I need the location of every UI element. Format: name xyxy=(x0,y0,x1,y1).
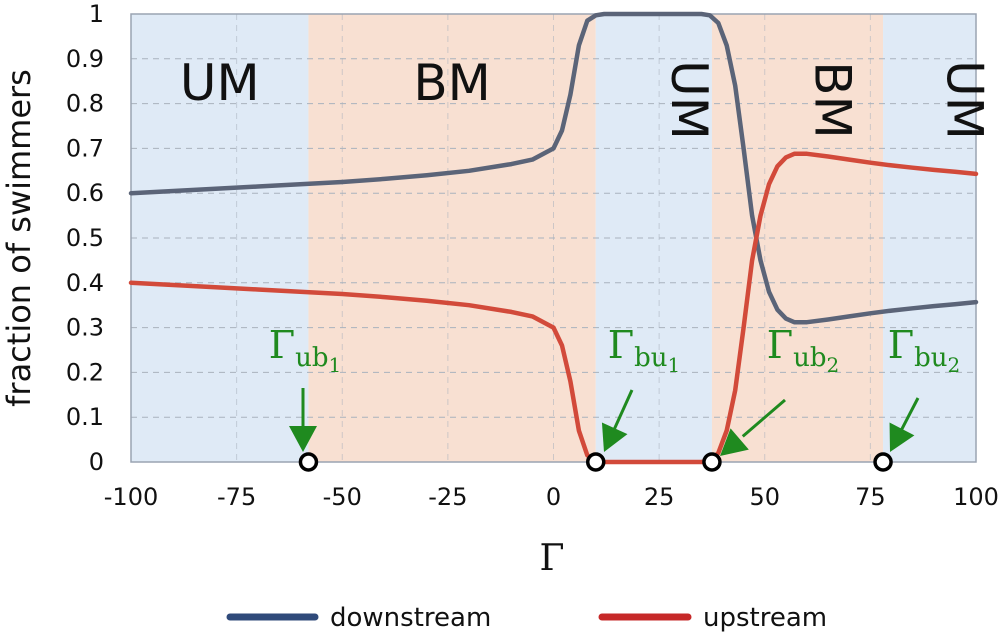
transition-label-base: Γ xyxy=(608,323,634,367)
region-label-5: UM xyxy=(936,60,994,140)
y-tick-labels: 0 0.1 0.2 0.3 0.4 0.5 0.6 0.7 0.8 0.9 1 xyxy=(66,0,104,476)
transition-label-sub: ub xyxy=(295,343,328,373)
arrow-shaft-2 xyxy=(612,389,634,431)
y-tick-label-10: 1 xyxy=(89,0,104,28)
transition-label-3: Γub2 xyxy=(767,323,840,377)
transition-point-3 xyxy=(702,452,722,472)
x-tick-label-2: -50 xyxy=(323,483,362,511)
arrow-shaft-3 xyxy=(741,398,786,438)
transition-label-subsub: 2 xyxy=(827,353,840,377)
y-tick-label-5: 0.5 xyxy=(66,224,104,252)
transition-point-2 xyxy=(586,452,606,472)
plot-frame xyxy=(130,13,977,463)
transition-label-4: Γbu2 xyxy=(888,323,961,377)
y-tick-label-7: 0.7 xyxy=(66,134,104,162)
region-label-4: BM xyxy=(803,61,861,138)
transition-label-sub: ub xyxy=(793,343,826,373)
y-tick-label-9: 0.9 xyxy=(66,45,104,73)
series-line-downstream xyxy=(128,11,979,325)
transition-label-subsub: 1 xyxy=(668,353,681,377)
legend: downstream upstream xyxy=(226,603,827,633)
transition-label-subsub: 2 xyxy=(948,353,961,377)
transition-label-2: Γbu1 xyxy=(608,323,681,377)
series-line-upstream xyxy=(128,151,979,465)
y-tick-label-8: 0.8 xyxy=(66,90,104,118)
transition-point-4 xyxy=(873,452,893,472)
arrow-shaft-4 xyxy=(898,397,920,434)
region-labels: UM BM UM BM UM xyxy=(180,54,994,140)
transition-marker-2: Γbu1 xyxy=(586,323,681,472)
y-tick-label-0: 0 xyxy=(89,448,104,476)
y-axis-label: fraction of swimmers xyxy=(0,69,38,407)
x-tick-label-6: 50 xyxy=(749,483,780,511)
transition-point-1 xyxy=(298,452,319,472)
x-tick-labels: -100 -75 -50 -25 0 25 50 75 100 xyxy=(104,483,999,511)
region-label-2: BM xyxy=(413,54,490,112)
arrow-head-2 xyxy=(601,422,628,452)
transition-label-base: Γ xyxy=(767,323,793,367)
x-axis-label: Γ xyxy=(540,538,565,579)
transition-label-sub: bu xyxy=(634,343,667,373)
x-tick-label-0: -100 xyxy=(104,483,158,511)
transition-marker-3: Γub2 xyxy=(702,323,840,472)
legend-label-downstream: downstream xyxy=(330,603,491,633)
x-tick-label-7: 75 xyxy=(855,483,886,511)
transition-marker-4: Γbu2 xyxy=(873,323,961,472)
transition-label-sub: bu xyxy=(914,343,947,373)
y-tick-label-2: 0.2 xyxy=(66,358,104,386)
arrow-head-3 xyxy=(720,428,749,456)
y-tick-label-6: 0.6 xyxy=(66,179,104,207)
transition-label-base: Γ xyxy=(888,323,914,367)
arrow-head-1 xyxy=(289,426,317,452)
transition-markers: Γub1 Γbu1 Γub2 Γbu2 xyxy=(269,323,961,472)
region-label-1: UM xyxy=(180,54,260,112)
legend-label-upstream: upstream xyxy=(703,603,827,633)
transition-label-base: Γ xyxy=(269,323,295,367)
transition-label-1: Γub1 xyxy=(269,323,342,377)
x-tick-label-1: -75 xyxy=(217,483,256,511)
arrow-head-4 xyxy=(889,422,915,452)
x-tick-label-8: 100 xyxy=(953,483,999,511)
y-tick-label-3: 0.3 xyxy=(66,314,104,342)
data-series xyxy=(128,11,979,465)
transition-marker-1: Γub1 xyxy=(269,323,342,472)
region-label-3: UM xyxy=(660,60,718,140)
x-tick-label-5: 25 xyxy=(644,483,675,511)
transition-label-subsub: 1 xyxy=(329,353,342,377)
x-tick-label-3: -25 xyxy=(428,483,467,511)
y-tick-label-1: 0.1 xyxy=(66,403,104,431)
y-tick-label-4: 0.4 xyxy=(66,269,104,297)
x-tick-label-4: 0 xyxy=(546,483,561,511)
